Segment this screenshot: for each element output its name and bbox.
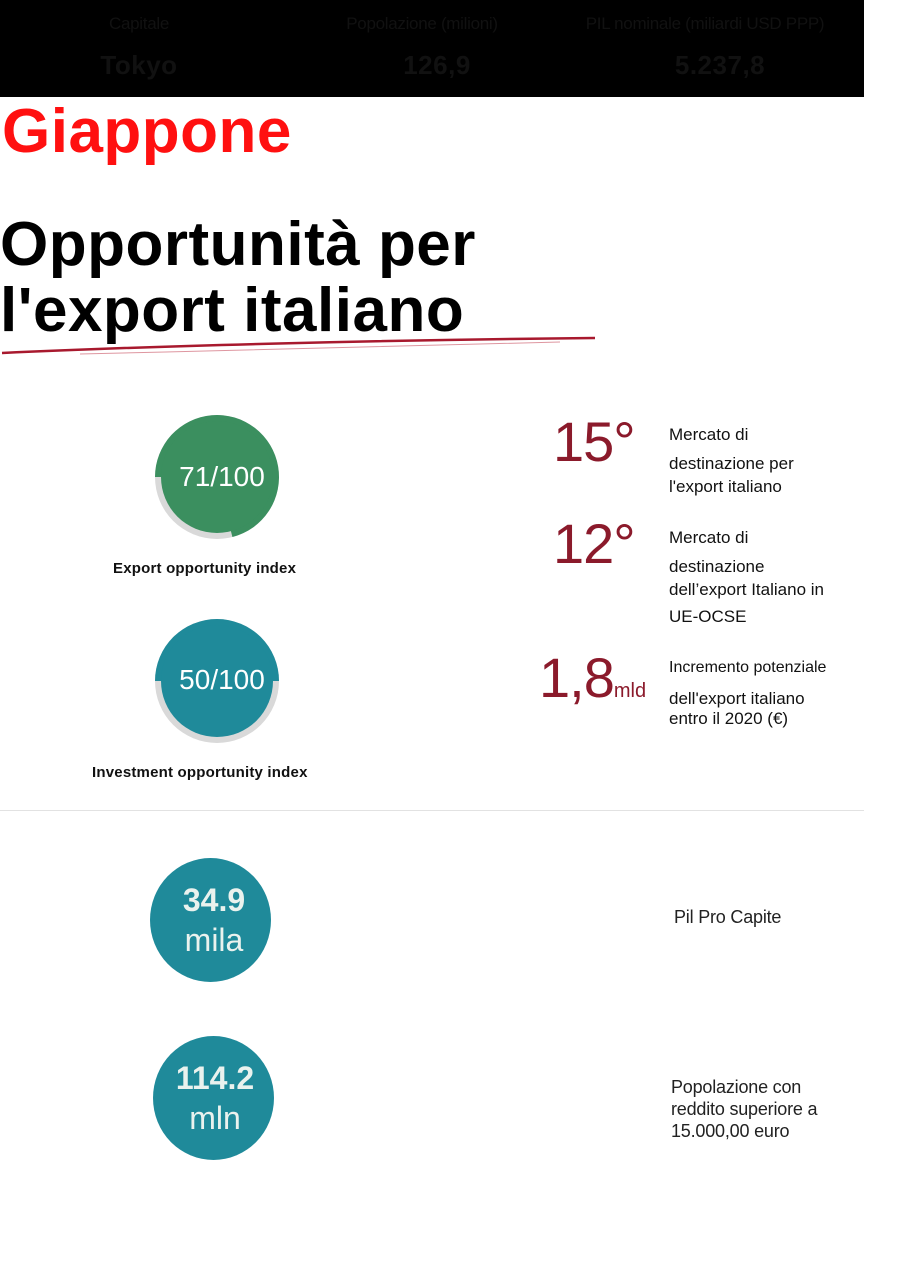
export-rank-value: 15° [553, 410, 636, 473]
gdp-per-capita-bubble [150, 858, 271, 982]
population-income-unit: mln [189, 1100, 241, 1136]
export-increase-description: Incremento potenziale dell'export italia… [669, 656, 826, 729]
gdp-per-capita-number: 34.9 [182, 882, 246, 918]
headline-line-2: l'export italiano [0, 276, 465, 345]
investment-opportunity-value: 50/100 [179, 664, 265, 695]
population-income-bubble [153, 1036, 274, 1160]
ring-core [161, 421, 273, 533]
country-title: Giappone [2, 97, 292, 166]
capital-value: Tokyo [100, 50, 178, 80]
export-opportunity-value: 71/100 [179, 461, 265, 492]
population-value: 126,9 [403, 50, 471, 80]
ring-core [161, 625, 273, 737]
capital-label: Capitale [109, 14, 169, 33]
export-rank-description: Mercato di destinazione per l'export ita… [669, 423, 794, 498]
country-info-bar: Capitale Tokyo Popolazione (milioni) 126… [0, 0, 864, 97]
stat-label-line: Popolazione con [671, 1077, 802, 1097]
description-line: UE-OCSE [669, 607, 747, 626]
stat-label-line: reddito superiore a [671, 1099, 818, 1119]
headline-line-1: Opportunità per [0, 210, 476, 279]
description-line: destinazione [669, 557, 765, 576]
headline-underline [1, 336, 596, 355]
description-line: Mercato di [669, 425, 749, 444]
description-line: dell'export italiano [669, 689, 805, 708]
description-line: dell’export Italiano in [669, 580, 824, 599]
population-label: Popolazione (milioni) [346, 14, 498, 33]
ue-ocse-rank-description: Mercato di destinazione dell’export Ital… [669, 526, 824, 628]
investment-opportunity-label: Investment opportunity index [92, 764, 308, 781]
description-line: entro il 2020 (€) [669, 709, 789, 728]
description-line: Incremento potenziale [669, 659, 827, 676]
description-line: Mercato di [669, 528, 749, 547]
description-line: destinazione per [669, 454, 794, 473]
page-headline: Opportunità per l'export italiano [0, 212, 476, 344]
population-income-number: 114.2 [175, 1060, 255, 1096]
gdp-value: 5.237,8 [674, 50, 766, 80]
population-income-label: Popolazione con reddito superiore a 15.0… [671, 1076, 817, 1142]
export-opportunity-ring [155, 415, 279, 539]
stat-label-line: 15.000,00 euro [671, 1121, 790, 1141]
description-line: l'export italiano [669, 477, 782, 496]
population-income-value: 114.2 mln [150, 1058, 280, 1138]
export-opportunity-label: Export opportunity index [113, 560, 297, 577]
stat-label-line: Pil Pro Capite [674, 907, 782, 927]
gdp-label: PIL nominale (miliardi USD PPP) [585, 14, 825, 33]
export-increase-value: 1,8mld [539, 646, 647, 709]
investment-opportunity-ring [155, 619, 279, 743]
gdp-per-capita-unit: mila [184, 922, 244, 958]
gdp-per-capita-label: Pil Pro Capite [674, 906, 781, 928]
section-divider [0, 810, 864, 811]
ue-ocse-rank-value: 12° [553, 512, 636, 575]
gdp-per-capita-value: 34.9 mila [150, 880, 278, 960]
export-increase-unit: mld [613, 680, 647, 702]
